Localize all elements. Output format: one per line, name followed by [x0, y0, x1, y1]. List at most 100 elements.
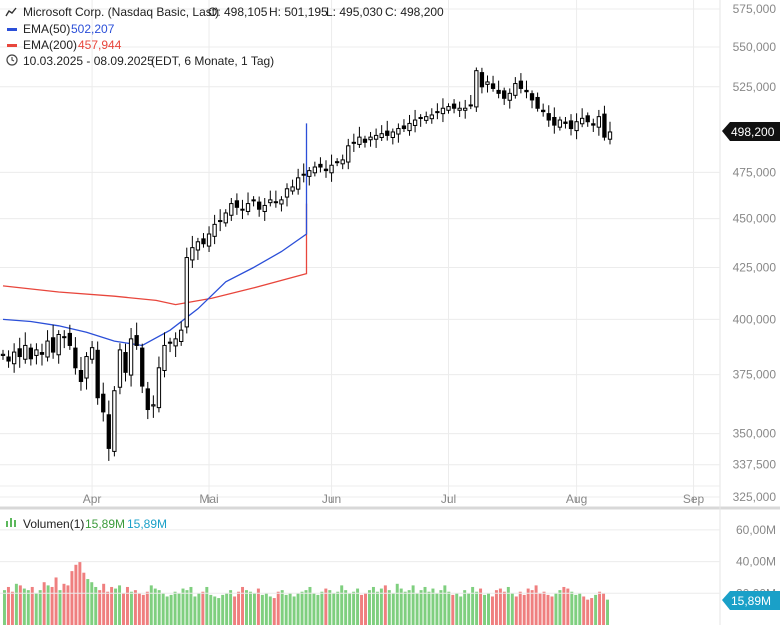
candle-body-up — [412, 119, 418, 126]
candle-body-down — [518, 80, 524, 89]
volume-bar — [30, 586, 34, 625]
candle-body-down — [385, 130, 390, 136]
candle-body-up — [245, 203, 251, 212]
candle — [301, 163, 306, 183]
volume-bar — [268, 596, 272, 625]
volume-bar — [526, 588, 530, 625]
candle — [123, 343, 128, 382]
candle-body-up — [468, 104, 473, 107]
volume-bar — [562, 586, 566, 625]
candle-body-down — [568, 120, 574, 130]
volume-bar — [58, 590, 62, 625]
ema50-line-layer — [2, 123, 308, 347]
volume-bar — [379, 588, 383, 625]
volume-bar — [276, 591, 280, 625]
volume-bar — [189, 586, 193, 625]
price-tick-label: 375,000 — [733, 368, 777, 382]
candle — [39, 343, 45, 366]
candle-body-up — [206, 233, 212, 247]
candle — [401, 119, 407, 132]
volume-bar — [316, 594, 320, 625]
candle — [89, 341, 95, 364]
candle-body-up — [151, 404, 156, 407]
candle-body-up — [184, 257, 189, 328]
candle-body-up — [240, 208, 245, 211]
candle-body-up — [346, 145, 351, 163]
volume-bar — [304, 590, 308, 625]
volume-bar — [149, 585, 153, 625]
price-tick-label: 550,000 — [733, 40, 777, 54]
candle-body-up — [84, 356, 89, 379]
candle — [474, 67, 479, 112]
volume-last-label: 15,89M — [731, 594, 771, 608]
volume-bar — [455, 593, 459, 625]
volume-bar — [411, 585, 415, 625]
price-tick-label: 350,000 — [733, 427, 777, 441]
candle-body-down — [585, 115, 590, 123]
candle-body-up — [212, 223, 217, 237]
volume-bar — [502, 591, 506, 625]
candle — [162, 332, 167, 378]
volume-bar — [498, 588, 502, 625]
volume-value-blue: 15,89M — [127, 517, 167, 531]
candle — [602, 105, 607, 141]
candle-body-down — [323, 168, 329, 172]
candle-body-down — [140, 347, 145, 387]
volume-bar — [272, 598, 276, 625]
volume-bar — [479, 588, 483, 625]
volume-bar — [423, 586, 427, 625]
candle-body-up — [11, 351, 17, 365]
volume-bars-icon — [6, 518, 16, 527]
candle — [6, 350, 11, 368]
candle-body-down — [145, 388, 150, 411]
candle-body-up — [312, 166, 318, 174]
volume-bar — [522, 594, 526, 625]
volume-bar — [308, 586, 312, 625]
month-label: Sep — [683, 492, 705, 506]
volume-bar — [26, 590, 30, 625]
volume-bar — [518, 591, 522, 625]
candle — [190, 235, 195, 268]
candle — [457, 101, 462, 117]
volume-bar — [264, 593, 268, 625]
candle-body-up — [340, 159, 345, 165]
volume-bar — [280, 590, 284, 625]
volume-bar — [494, 590, 498, 625]
candle-body-down — [106, 414, 111, 449]
candle-body-up — [301, 173, 306, 176]
candle-body-down — [524, 89, 529, 93]
candle — [362, 135, 368, 148]
volume-bar — [153, 588, 157, 625]
candle-body-down — [451, 103, 457, 109]
volume-bar — [157, 590, 161, 625]
candle-body-down — [17, 348, 22, 358]
candle — [346, 138, 351, 170]
month-label: Jul — [441, 492, 456, 506]
volume-bar — [471, 586, 475, 625]
volume-bar — [245, 590, 248, 625]
candle — [62, 330, 67, 349]
volume-bar — [46, 585, 50, 625]
candle-body-up — [580, 117, 585, 125]
volume-bar — [383, 585, 387, 625]
candle — [273, 190, 279, 208]
volume-bar — [225, 593, 229, 625]
candle — [156, 356, 162, 413]
price-tick-label: 400,000 — [733, 312, 777, 326]
candle — [557, 116, 563, 131]
candle — [262, 198, 267, 221]
volume-bar — [602, 593, 606, 625]
candle — [429, 108, 434, 124]
candle-body-up — [446, 106, 451, 111]
candle — [134, 322, 139, 350]
candle — [546, 105, 551, 127]
volume-bar — [292, 596, 296, 625]
volume-bar — [10, 591, 14, 625]
volume-bars — [3, 561, 609, 625]
candle — [28, 343, 33, 366]
candle-body-up — [396, 128, 401, 135]
candle — [167, 337, 173, 353]
candle — [435, 103, 440, 120]
candle — [112, 386, 117, 457]
